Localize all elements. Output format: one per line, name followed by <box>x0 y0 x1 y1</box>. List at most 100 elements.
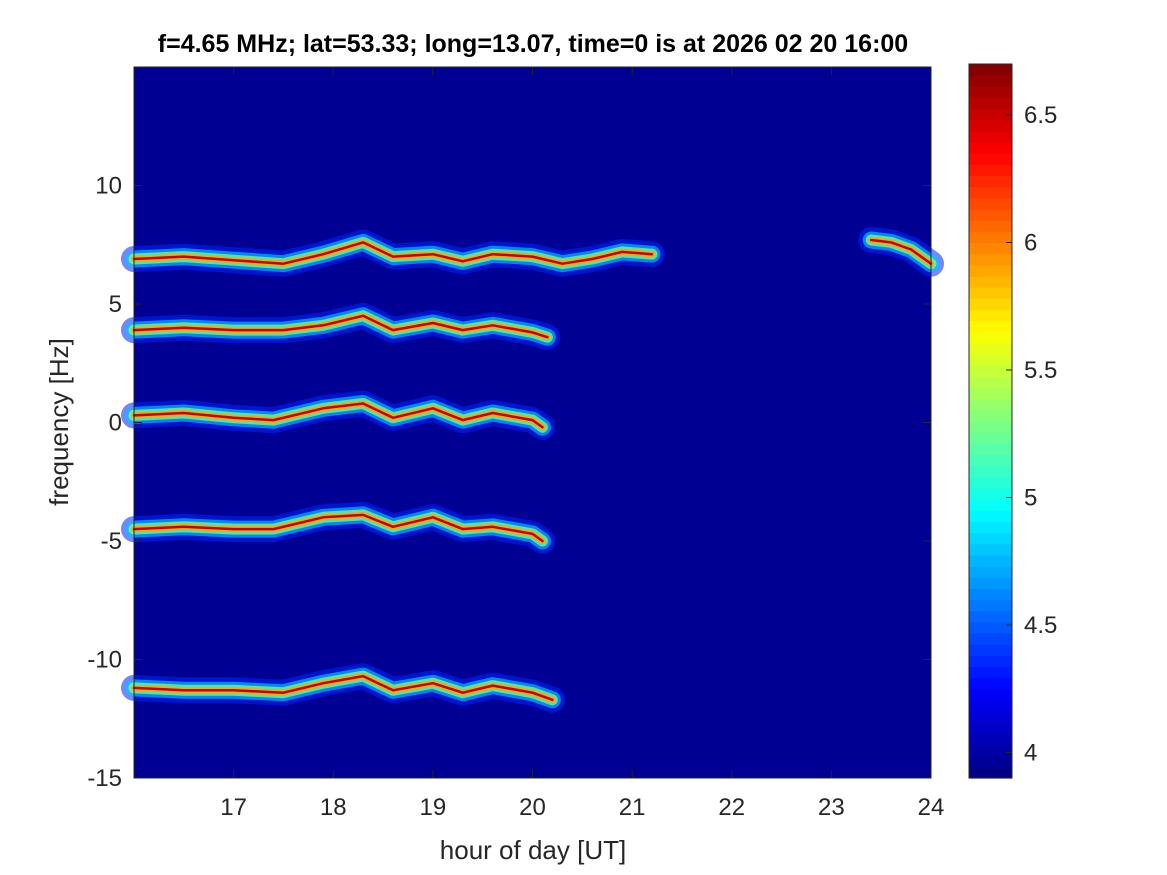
colorbar-swatch <box>969 476 1012 489</box>
colorbar-swatch <box>969 454 1012 467</box>
colorbar-swatch <box>969 755 1012 768</box>
colorbar-swatch <box>969 443 1012 456</box>
colorbar-swatch <box>969 409 1012 422</box>
colorbar-swatch <box>969 699 1012 712</box>
colorbar-gradient <box>969 64 1012 779</box>
colorbar-swatch <box>969 521 1012 534</box>
colorbar-swatch <box>969 510 1012 523</box>
colorbar-swatch <box>969 175 1012 188</box>
colorbar-swatch <box>969 722 1012 734</box>
colorbar-swatch <box>969 421 1012 433</box>
colorbar: 4 4.5 5 5.5 6 6.5 <box>968 63 1057 779</box>
y-tick-label: -10 <box>87 647 122 674</box>
colorbar-swatch <box>969 130 1012 143</box>
colorbar-swatch <box>969 164 1012 177</box>
colorbar-swatch <box>969 688 1012 701</box>
x-tick-label: 18 <box>320 794 347 821</box>
y-tick-label: 10 <box>95 173 122 200</box>
x-tick-label: 23 <box>818 794 845 821</box>
trace-band-layer <box>132 241 654 265</box>
colorbar-swatch <box>969 599 1012 612</box>
trace-band-layer <box>132 314 549 339</box>
colorbar-ticks: 4 4.5 5 5.5 6 6.5 <box>1006 102 1057 767</box>
x-tick-label: 24 <box>918 794 945 821</box>
colorbar-swatch <box>969 97 1012 110</box>
colorbar-swatch <box>969 309 1012 322</box>
x-tick-label: 20 <box>519 794 546 821</box>
colorbar-swatch <box>969 231 1012 244</box>
colorbar-swatch <box>969 566 1012 578</box>
colorbar-swatch <box>969 610 1012 623</box>
colorbar-swatch <box>969 331 1012 344</box>
colorbar-swatch <box>969 186 1012 199</box>
y-tick-label: -5 <box>101 528 122 555</box>
spectrogram-trace-2 <box>121 302 561 351</box>
spectrogram-trace-0 <box>121 229 665 277</box>
spectrogram-trace-4 <box>121 501 556 554</box>
colorbar-swatch <box>969 465 1012 478</box>
colorbar-swatch <box>969 398 1012 411</box>
colorbar-tick-label: 4 <box>1024 740 1037 767</box>
spectrogram-plot-area <box>121 66 944 779</box>
colorbar-tick-label: 6.5 <box>1024 102 1057 129</box>
colorbar-swatch <box>969 432 1012 444</box>
trace-band-layer <box>869 238 933 265</box>
colorbar-tick-label: 6 <box>1024 230 1037 257</box>
colorbar-border <box>968 63 1013 779</box>
colorbar-swatch <box>969 387 1012 400</box>
colorbar-swatch <box>969 298 1012 311</box>
colorbar-swatch <box>969 733 1012 746</box>
x-tick-label: 21 <box>619 794 646 821</box>
colorbar-swatch <box>969 766 1012 779</box>
colorbar-swatch <box>969 119 1012 132</box>
y-axis-ticks: -15 -10 -5 0 5 10 <box>87 173 931 792</box>
colorbar-swatch <box>969 543 1012 556</box>
colorbar-swatch <box>969 253 1012 266</box>
x-tick-label: 22 <box>718 794 745 821</box>
colorbar-swatch <box>969 108 1012 121</box>
colorbar-swatch <box>969 86 1012 99</box>
colorbar-swatch <box>969 142 1012 154</box>
colorbar-tick-label: 4.5 <box>1024 612 1057 639</box>
spectrogram-trace-1 <box>858 227 944 277</box>
colorbar-swatch <box>969 632 1012 645</box>
trace-band-layer <box>132 674 554 702</box>
x-tick-label: 19 <box>420 794 447 821</box>
colorbar-swatch <box>969 621 1012 634</box>
x-axis-label: hour of day [UT] <box>440 835 626 865</box>
colorbar-swatch <box>969 666 1012 679</box>
trace-band-layer <box>132 402 544 429</box>
colorbar-swatch <box>969 655 1012 668</box>
colorbar-swatch <box>969 577 1012 589</box>
y-tick-label: 0 <box>109 410 122 437</box>
colorbar-swatch <box>969 554 1012 567</box>
x-axis-ticks: 17 18 19 20 21 22 23 24 <box>220 67 944 821</box>
x-tick-label: 17 <box>220 794 247 821</box>
colorbar-swatch <box>969 287 1012 299</box>
colorbar-swatch <box>969 588 1012 601</box>
spectrogram-trace-5 <box>121 663 566 713</box>
colorbar-swatch <box>969 487 1012 500</box>
colorbar-tick-label: 5 <box>1024 485 1037 512</box>
y-axis-label: frequency [Hz] <box>44 338 74 506</box>
colorbar-swatch <box>969 320 1012 333</box>
colorbar-swatch <box>969 64 1012 76</box>
colorbar-swatch <box>969 744 1012 757</box>
colorbar-swatch <box>969 153 1012 166</box>
y-tick-label: 5 <box>109 291 122 318</box>
colorbar-swatch <box>969 677 1012 690</box>
trace-band-layer <box>132 513 544 543</box>
chart-title: f=4.65 MHz; lat=53.33; long=13.07, time=… <box>158 30 908 58</box>
colorbar-swatch <box>969 711 1012 723</box>
colorbar-swatch <box>969 354 1012 366</box>
colorbar-swatch <box>969 532 1012 545</box>
spectrogram-traces <box>121 227 944 713</box>
y-tick-label: -15 <box>87 765 122 792</box>
colorbar-swatch <box>969 644 1012 656</box>
colorbar-swatch <box>969 499 1012 511</box>
colorbar-swatch <box>969 242 1012 255</box>
colorbar-swatch <box>969 365 1012 377</box>
colorbar-swatch <box>969 264 1012 277</box>
colorbar-swatch <box>969 220 1012 232</box>
colorbar-swatch <box>969 209 1012 221</box>
